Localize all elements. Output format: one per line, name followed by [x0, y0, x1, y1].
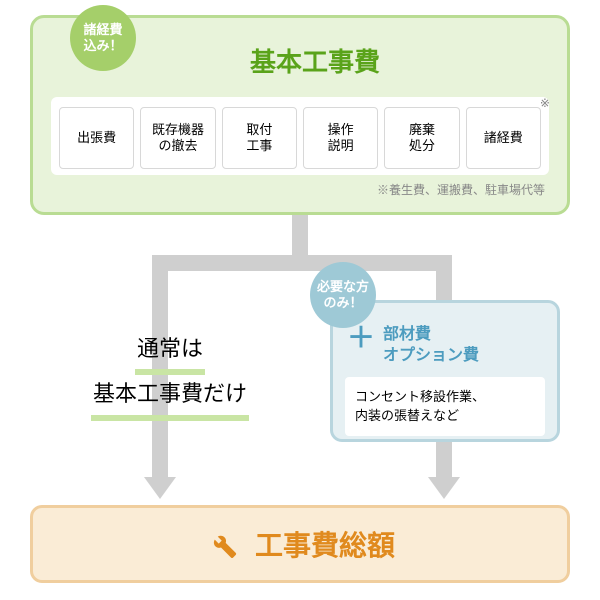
normal-line-1: 通常は — [135, 330, 205, 375]
cost-item: 取付工事 — [222, 107, 297, 169]
normal-line-2: 基本工事費だけ — [91, 375, 249, 420]
option-cost-box: ＋ 部材費オプション費 コンセント移設作業、内装の張替えなど — [330, 300, 560, 442]
normal-case-text: 通常は 基本工事費だけ — [60, 330, 280, 421]
arrow-stem-horizontal — [152, 255, 452, 271]
plus-icon: ＋ — [347, 325, 375, 350]
option-title: 部材費オプション費 — [383, 325, 479, 367]
cost-item: 操作説明 — [303, 107, 378, 169]
basic-cost-title: 基本工事費 — [81, 42, 549, 79]
option-body: コンセント移設作業、内装の張替えなど — [345, 377, 545, 436]
total-cost-box: 工事費総額 — [30, 505, 570, 583]
optional-badge: 必要な方のみ！ — [310, 262, 376, 328]
cost-item: 廃棄処分 — [384, 107, 459, 169]
arrow-head-left — [144, 477, 176, 499]
cost-item: 諸経費※ — [466, 107, 541, 169]
inclusive-badge: 諸経費込み！ — [70, 5, 136, 71]
cost-item: 既存機器の撤去 — [140, 107, 215, 169]
arrow-stem-vertical-top — [292, 215, 308, 255]
cost-footnote: ※養生費、運搬費、駐車場代等 — [51, 181, 549, 198]
cost-items-strip: 出張費既存機器の撤去取付工事操作説明廃棄処分諸経費※ — [51, 97, 549, 175]
cost-item: 出張費 — [59, 107, 134, 169]
total-cost-label: 工事費総額 — [255, 524, 395, 564]
wrench-icon — [205, 527, 239, 561]
asterisk-mark: ※ — [540, 96, 550, 111]
arrow-head-right — [428, 477, 460, 499]
